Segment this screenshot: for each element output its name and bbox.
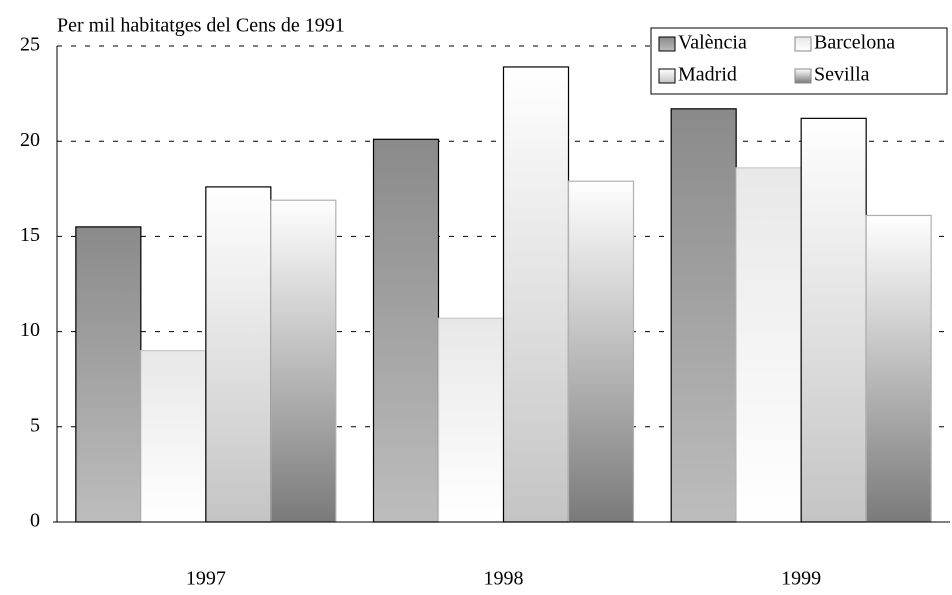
legend-swatch	[658, 68, 676, 84]
y-tick-label: 10	[20, 319, 40, 341]
bar	[567, 180, 635, 523]
legend-label: Barcelona	[814, 32, 895, 54]
y-tick-label: 0	[30, 510, 40, 532]
bar	[437, 317, 505, 523]
legend-label: Madrid	[678, 64, 737, 86]
legend-swatch	[794, 68, 812, 84]
x-tick-label: 1997	[186, 568, 226, 590]
x-tick-label: 1998	[484, 568, 524, 590]
y-tick-label: 25	[20, 34, 40, 56]
bar	[75, 226, 142, 523]
x-tick-label: 1999	[781, 568, 821, 590]
legend: València Barcelona Madrid Sevilla	[650, 27, 948, 95]
y-tick-label: 20	[20, 129, 40, 151]
bar	[800, 117, 867, 523]
bar	[670, 108, 737, 523]
chart-title: Per mil habitatges del Cens de 1991	[57, 15, 345, 37]
legend-swatch	[794, 36, 812, 52]
legend-swatch	[658, 36, 676, 52]
legend-label: Sevilla	[814, 64, 870, 86]
bar	[865, 214, 932, 523]
bar	[270, 199, 337, 523]
legend-label: València	[678, 32, 747, 54]
bar	[140, 350, 207, 523]
bar	[372, 138, 440, 523]
bar	[502, 66, 570, 523]
bar	[205, 186, 272, 523]
y-tick-label: 15	[20, 224, 40, 246]
y-tick-label: 5	[30, 414, 40, 436]
bar	[735, 167, 802, 523]
